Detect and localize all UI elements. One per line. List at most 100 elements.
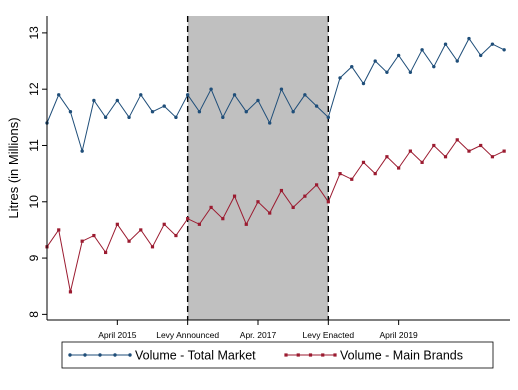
legend-marker <box>128 353 132 357</box>
y-tick-label: 9 <box>27 254 41 261</box>
levy-period-shading <box>187 16 329 320</box>
data-point <box>396 53 401 58</box>
data-point <box>268 121 272 125</box>
data-point <box>68 110 73 114</box>
series-line-1 <box>46 37 505 154</box>
data-point <box>197 222 201 226</box>
legend-marker <box>68 353 72 357</box>
data-point <box>115 222 119 226</box>
data-point <box>221 217 225 221</box>
data-point <box>326 115 331 120</box>
x-tick-label: Levy Enacted <box>303 330 355 340</box>
data-point <box>127 239 131 243</box>
data-point <box>385 155 389 159</box>
data-point <box>455 59 459 63</box>
data-point <box>197 110 202 114</box>
data-point <box>68 290 73 294</box>
data-point <box>361 81 366 86</box>
legend-label-1: Volume - Total Market <box>135 349 256 363</box>
data-point <box>80 149 84 153</box>
data-point <box>127 115 131 120</box>
y-tick-label: 10 <box>27 195 41 209</box>
y-tick-label: 12 <box>27 82 41 96</box>
data-point <box>455 138 459 142</box>
legend-marker <box>83 353 87 357</box>
data-point <box>115 98 120 103</box>
legend-marker <box>284 353 288 357</box>
data-point <box>103 115 108 120</box>
data-point <box>303 93 307 97</box>
data-point <box>150 245 155 249</box>
x-tick-label: April 2015 <box>98 330 137 340</box>
data-point <box>408 149 412 153</box>
data-point <box>291 205 295 210</box>
data-point <box>92 98 96 103</box>
data-point <box>291 110 295 114</box>
data-point <box>57 228 61 232</box>
data-point <box>150 110 155 114</box>
data-point <box>174 233 178 238</box>
data-point <box>314 183 319 187</box>
data-point <box>432 64 436 69</box>
legend: Volume - Total Market Volume - Main Brand… <box>61 341 494 369</box>
legend-marker <box>321 353 325 357</box>
data-point <box>185 93 190 97</box>
data-point <box>432 143 436 148</box>
plot-area <box>45 16 506 320</box>
y-tick-label: 13 <box>27 26 41 40</box>
data-point <box>338 76 342 80</box>
data-point <box>186 217 190 221</box>
data-point <box>92 233 96 238</box>
data-point <box>467 36 471 41</box>
data-point <box>502 48 506 52</box>
x-tick-label: April 2019 <box>380 330 419 340</box>
x-tick-label: Apr. 2017 <box>240 330 277 340</box>
data-point <box>174 115 178 120</box>
data-point <box>244 222 248 226</box>
data-point <box>373 172 377 176</box>
data-point <box>279 188 284 193</box>
data-point <box>490 42 495 46</box>
data-point <box>350 177 354 181</box>
data-point <box>502 149 506 153</box>
legend-marker <box>308 353 313 357</box>
data-point <box>350 64 354 69</box>
data-point <box>162 222 166 226</box>
data-point <box>256 98 260 103</box>
data-point <box>443 155 448 159</box>
data-point <box>373 59 377 63</box>
y-axis-label: Litres (in Millions) <box>6 117 21 218</box>
y-tick-label: 8 <box>27 311 41 318</box>
data-point <box>443 42 448 46</box>
legend-marker <box>98 353 102 357</box>
legend-label-2: Volume - Main Brands <box>340 349 463 363</box>
data-point <box>232 194 237 198</box>
data-point <box>57 93 61 97</box>
data-point <box>80 239 84 243</box>
data-point <box>408 70 413 74</box>
data-point <box>314 104 319 108</box>
data-point <box>279 87 284 91</box>
data-point <box>478 53 483 58</box>
data-point <box>361 160 366 164</box>
x-tick-label: Levy Announced <box>156 330 219 340</box>
data-point <box>397 166 401 170</box>
data-point <box>420 160 424 164</box>
y-tick-label: 11 <box>27 139 41 152</box>
data-point <box>420 48 424 52</box>
data-point <box>256 200 260 204</box>
data-point <box>338 172 342 176</box>
data-point <box>244 110 248 114</box>
data-point <box>139 228 143 232</box>
data-point <box>490 155 495 159</box>
data-point <box>209 205 213 210</box>
legend-box <box>61 341 494 369</box>
data-point <box>162 104 166 108</box>
data-point <box>139 93 143 97</box>
legend-marker <box>333 353 337 357</box>
legend-marker <box>296 353 300 357</box>
legend-marker <box>113 353 117 357</box>
data-point <box>209 87 213 91</box>
